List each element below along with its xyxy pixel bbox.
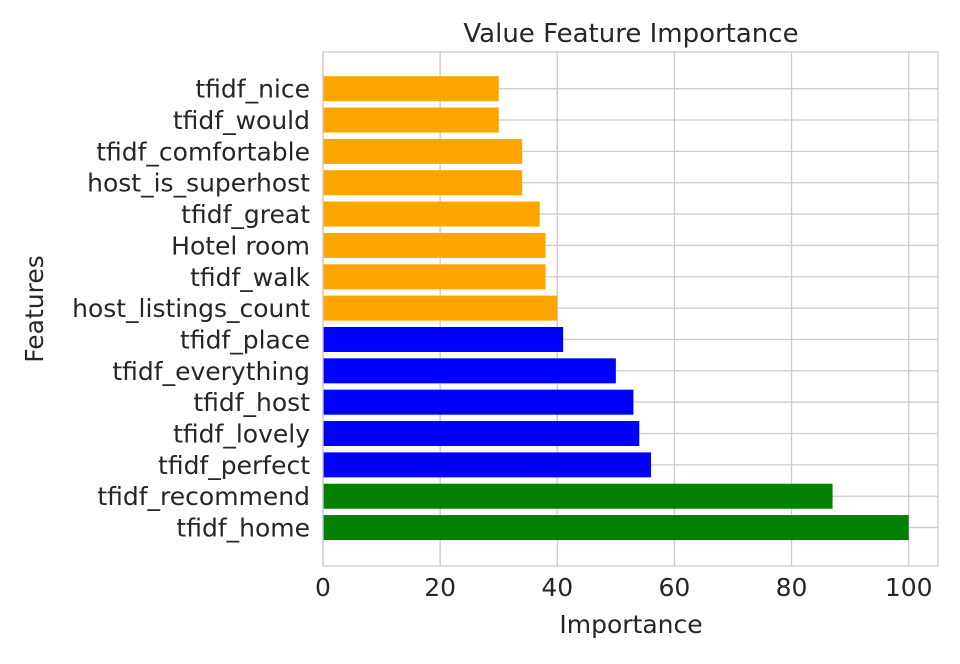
plot-frame: [322, 51, 939, 567]
x-tick-label: 20: [424, 573, 456, 602]
y-tick-label: tfidf_lovely: [173, 420, 310, 449]
y-tick-label: tfidf_perfect: [158, 451, 310, 480]
bar: [323, 264, 546, 290]
y-axis-title: Features: [20, 255, 49, 363]
bar: [323, 170, 523, 196]
bar: [323, 515, 909, 541]
y-tick-label: tfidf_great: [181, 200, 310, 229]
bar: [323, 107, 499, 133]
y-tick-label: host_listings_count: [72, 294, 310, 323]
x-tick-label: 60: [659, 573, 691, 602]
y-tick-label: host_is_superhost: [87, 169, 310, 198]
bar: [323, 201, 540, 227]
x-tick-label: 100: [885, 573, 933, 602]
y-tick-label: tfidf_comfortable: [96, 137, 310, 166]
bar: [323, 483, 833, 509]
y-tick-label: tfidf_home: [176, 514, 310, 543]
y-tick-label: tfidf_nice: [195, 75, 310, 104]
bar: [323, 421, 640, 447]
bar: [323, 389, 634, 415]
y-tick-label: tfidf_everything: [112, 357, 310, 386]
x-tick-label: 80: [776, 573, 808, 602]
chart-title: Value Feature Importance: [463, 19, 798, 49]
y-tick-label: tfidf_would: [173, 106, 310, 135]
y-tick-label: tfidf_walk: [190, 263, 310, 292]
bar: [323, 326, 564, 352]
bar: [323, 358, 616, 384]
y-tick-label: tfidf_recommend: [97, 482, 310, 511]
x-tick-label: 0: [315, 573, 331, 602]
bar: [323, 452, 651, 478]
bar: [323, 76, 499, 102]
y-tick-label: tfidf_host: [193, 388, 310, 417]
y-tick-label: Hotel room: [171, 231, 310, 260]
x-tick-label: 40: [541, 573, 573, 602]
y-tick-labels: tfidf_hometfidf_recommendtfidf_perfecttf…: [72, 75, 310, 543]
bar-layer: [323, 76, 909, 541]
bar: [323, 232, 546, 258]
y-tick-label: tfidf_place: [180, 325, 310, 354]
bar: [323, 295, 558, 321]
x-tick-labels: 0 20 40 60 80 100: [315, 573, 933, 602]
x-axis-title: Importance: [559, 610, 702, 639]
bar: [323, 138, 523, 164]
